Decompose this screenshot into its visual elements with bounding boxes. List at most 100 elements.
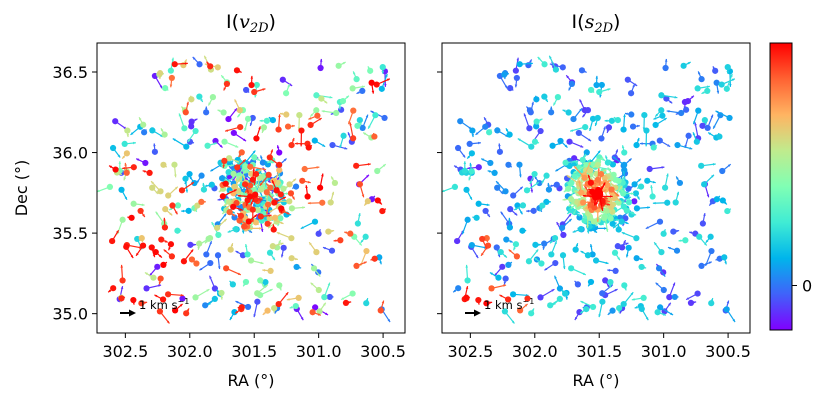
star-point bbox=[161, 131, 168, 138]
pm-arrowhead bbox=[694, 122, 697, 126]
star-point bbox=[269, 116, 276, 124]
star-point bbox=[363, 300, 370, 307]
pm-arrowhead bbox=[178, 113, 182, 117]
pm-arrowhead bbox=[610, 177, 614, 181]
pm-arrowhead bbox=[223, 87, 227, 91]
star-point bbox=[241, 223, 248, 230]
star-point bbox=[704, 87, 711, 94]
pm-arrowhead bbox=[462, 231, 465, 235]
pm-arrowhead bbox=[268, 214, 272, 217]
pm-arrowhead bbox=[605, 204, 608, 208]
star-mark bbox=[356, 181, 365, 198]
pm-arrowhead bbox=[220, 296, 224, 300]
pm-arrowhead bbox=[535, 249, 539, 253]
star-point bbox=[276, 161, 283, 168]
pm-arrowhead bbox=[579, 99, 582, 103]
pm-arrowhead bbox=[608, 197, 612, 201]
star-mark bbox=[181, 207, 192, 214]
star-mark bbox=[645, 218, 664, 230]
scale-arrow-head-right bbox=[474, 309, 481, 317]
star-point bbox=[280, 244, 287, 251]
star-point bbox=[347, 230, 354, 237]
star-point bbox=[276, 166, 283, 174]
pm-arrowhead bbox=[242, 159, 246, 163]
star-point bbox=[276, 149, 283, 156]
pm-arrowhead bbox=[239, 185, 243, 189]
star-mark bbox=[260, 124, 268, 134]
pm-arrowhead bbox=[706, 194, 710, 198]
pm-arrowhead bbox=[619, 185, 623, 189]
star-mark bbox=[650, 144, 658, 151]
pm-arrowhead bbox=[705, 262, 708, 266]
star-mark bbox=[698, 162, 716, 169]
star-mark bbox=[130, 296, 137, 305]
pm-arrowhead bbox=[307, 180, 311, 184]
star-point bbox=[650, 144, 657, 151]
star-mark bbox=[249, 168, 256, 183]
star-mark bbox=[457, 118, 472, 130]
pm-arrowhead bbox=[616, 193, 620, 197]
pm-arrowhead bbox=[568, 218, 572, 222]
star-point bbox=[719, 167, 726, 175]
pm-arrowhead bbox=[526, 209, 529, 213]
pm-arrowhead bbox=[634, 305, 638, 309]
pm-arrowhead bbox=[120, 286, 124, 290]
pm-arrowhead bbox=[322, 247, 326, 250]
star-point bbox=[614, 116, 621, 124]
pm-arrowhead bbox=[600, 208, 604, 211]
star-mark bbox=[501, 71, 510, 78]
pm-arrowhead bbox=[252, 150, 256, 154]
pm-arrowhead bbox=[603, 169, 607, 173]
star-mark bbox=[496, 143, 504, 155]
pm-arrowhead bbox=[575, 190, 579, 194]
star-mark bbox=[271, 179, 280, 194]
star-mark bbox=[367, 66, 374, 74]
star-mark bbox=[704, 247, 715, 267]
star-point bbox=[579, 156, 586, 164]
pm-arrowhead bbox=[294, 142, 298, 145]
star-mark bbox=[657, 304, 674, 316]
star-point bbox=[204, 142, 211, 149]
star-mark bbox=[199, 259, 214, 271]
pm-arrowhead bbox=[453, 289, 457, 293]
star-point bbox=[214, 64, 221, 71]
pm-arrowhead bbox=[644, 143, 648, 147]
star-mark bbox=[276, 231, 295, 242]
star-mark bbox=[253, 126, 261, 142]
pm-arrowhead bbox=[270, 193, 273, 197]
star-mark bbox=[621, 282, 628, 291]
star-mark bbox=[148, 263, 161, 277]
pm-arrowhead bbox=[555, 168, 559, 172]
star-point bbox=[475, 164, 482, 171]
pm-arrowhead bbox=[257, 158, 261, 161]
y-tick-label-left: 35.0 bbox=[52, 305, 88, 324]
star-point bbox=[559, 64, 566, 71]
x-axis-label-right: RA (°) bbox=[573, 371, 620, 390]
star-point bbox=[187, 241, 194, 248]
star-point bbox=[142, 159, 149, 167]
star-mark bbox=[359, 114, 369, 132]
star-mark bbox=[335, 61, 346, 69]
star-point bbox=[196, 93, 203, 100]
star-point bbox=[501, 308, 509, 315]
star-point bbox=[533, 118, 540, 125]
pm-arrowhead bbox=[664, 58, 668, 62]
pm-arrowhead bbox=[500, 191, 504, 194]
star-mark bbox=[245, 214, 258, 225]
star-mark bbox=[616, 305, 623, 313]
star-mark bbox=[548, 106, 555, 116]
x-tick-label-right: 302.0 bbox=[512, 342, 558, 361]
pm-arrowhead bbox=[159, 85, 163, 89]
star-mark bbox=[123, 162, 130, 176]
star-point bbox=[286, 198, 293, 205]
star-mark bbox=[569, 123, 589, 132]
star-point bbox=[504, 296, 512, 303]
star-point bbox=[519, 227, 526, 234]
star-mark bbox=[572, 226, 584, 233]
pm-arrowhead bbox=[184, 59, 187, 63]
pm-arrowhead bbox=[530, 189, 534, 193]
pm-arrowhead bbox=[713, 125, 716, 129]
pm-arrowhead bbox=[465, 286, 469, 290]
star-mark bbox=[178, 113, 188, 132]
star-point bbox=[670, 228, 677, 235]
